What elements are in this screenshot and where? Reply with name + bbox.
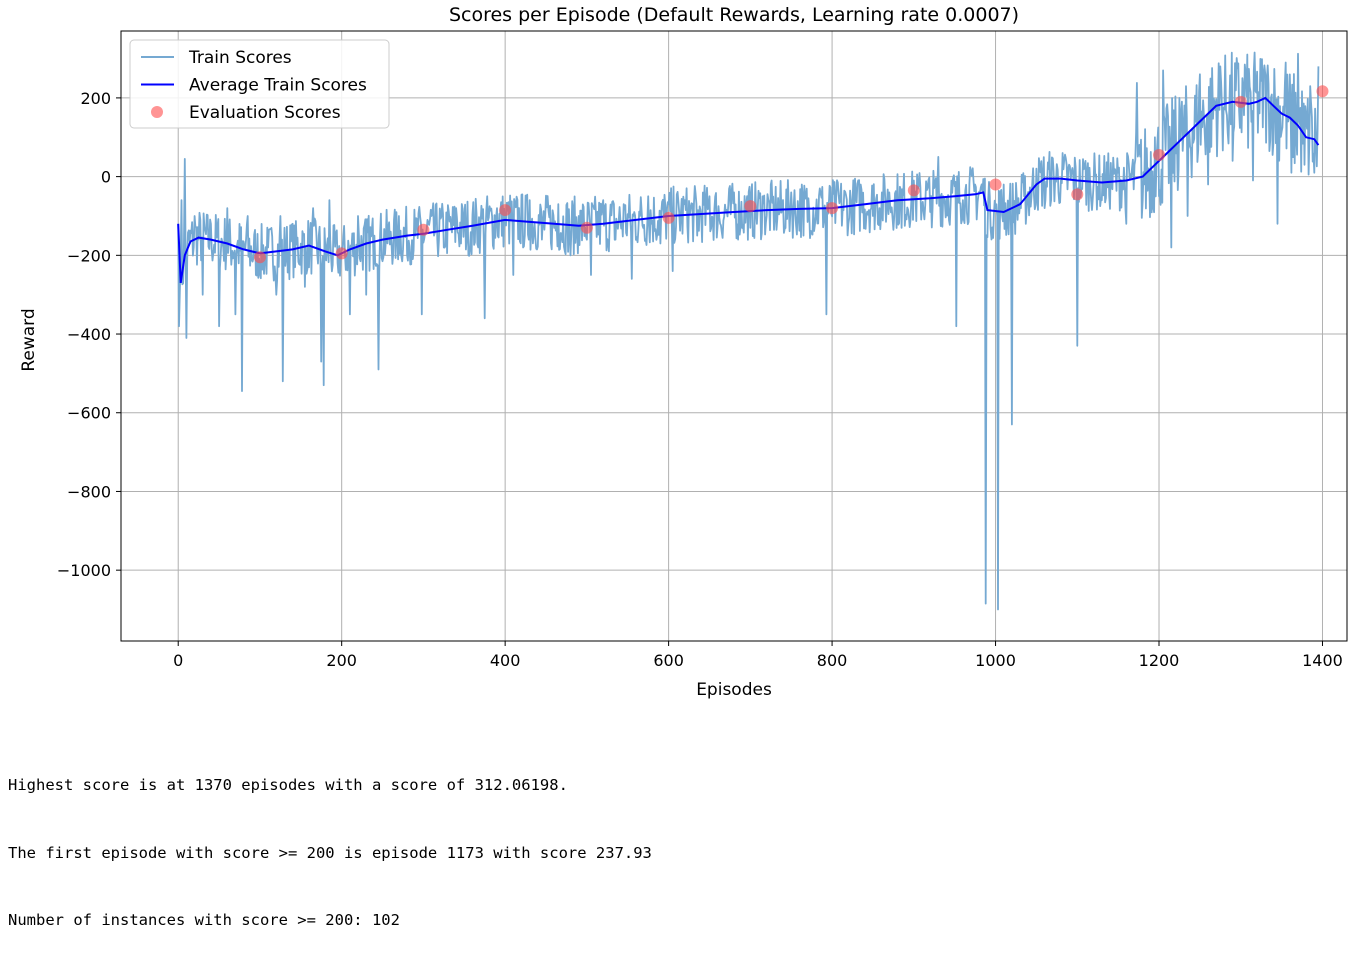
evaluation-score-point bbox=[907, 184, 920, 197]
y-tick-label: −600 bbox=[67, 404, 111, 423]
evaluation-score-point bbox=[1234, 95, 1247, 108]
evaluation-score-point bbox=[253, 251, 266, 264]
chart: Scores per Episode (Default Rewards, Lea… bbox=[19, 4, 1348, 700]
y-tick-label: 200 bbox=[80, 89, 111, 108]
series-layer bbox=[177, 51, 1329, 611]
y-tick-label: −200 bbox=[67, 246, 111, 265]
y-axis-label: Reward bbox=[19, 308, 39, 371]
chart-title: Scores per Episode (Default Rewards, Lea… bbox=[449, 4, 1019, 26]
evaluation-score-point bbox=[744, 200, 757, 213]
legend-label: Average Train Scores bbox=[189, 76, 367, 96]
output-line: Highest score is at 1370 episodes with a… bbox=[8, 776, 568, 794]
evaluation-score-point bbox=[1316, 85, 1329, 98]
y-tick-label: −800 bbox=[67, 482, 111, 501]
legend-swatch bbox=[151, 106, 163, 118]
x-tick-label: 1400 bbox=[1302, 651, 1343, 670]
legend-label: Train Scores bbox=[188, 48, 292, 68]
evaluation-score-point bbox=[989, 178, 1002, 191]
evaluation-score-point bbox=[499, 204, 512, 217]
evaluation-score-point bbox=[1153, 148, 1166, 161]
x-tick-label: 1000 bbox=[975, 651, 1016, 670]
evaluation-score-point bbox=[580, 221, 593, 234]
evaluation-score-point bbox=[335, 247, 348, 260]
output-line: The first episode with score >= 200 is e… bbox=[8, 843, 652, 862]
plot-frame bbox=[120, 30, 1348, 642]
x-tick-label: 1200 bbox=[1139, 651, 1180, 670]
train-scores-line bbox=[177, 51, 1320, 611]
evaluation-score-point bbox=[662, 211, 675, 224]
y-tick-label: −1000 bbox=[57, 561, 111, 580]
x-tick-label: 800 bbox=[817, 651, 848, 670]
evaluation-score-point bbox=[826, 202, 839, 215]
output-line: Number of instances with score >= 200: 1… bbox=[8, 911, 400, 929]
x-tick-label: 200 bbox=[326, 651, 357, 670]
cell-output: Highest score is at 1370 episodes with a… bbox=[8, 729, 652, 954]
legend-box bbox=[129, 39, 390, 129]
evaluation-score-point bbox=[1071, 188, 1084, 201]
y-tick-label: −400 bbox=[67, 325, 111, 344]
ticks: 0 200 400 600 800 1000 1200 1400 200 0 −200 −400 −60… bbox=[57, 89, 1343, 670]
x-tick-label: 600 bbox=[653, 651, 684, 670]
x-tick-label: 0 bbox=[173, 651, 183, 670]
legend: Train Scores Average Train Scores Evaluati… bbox=[129, 39, 390, 129]
x-tick-label: 400 bbox=[490, 651, 521, 670]
x-axis-label: Episodes bbox=[696, 680, 772, 700]
legend-label: Evaluation Scores bbox=[189, 103, 341, 123]
y-tick-label: 0 bbox=[101, 168, 111, 187]
evaluation-score-point bbox=[417, 223, 430, 236]
